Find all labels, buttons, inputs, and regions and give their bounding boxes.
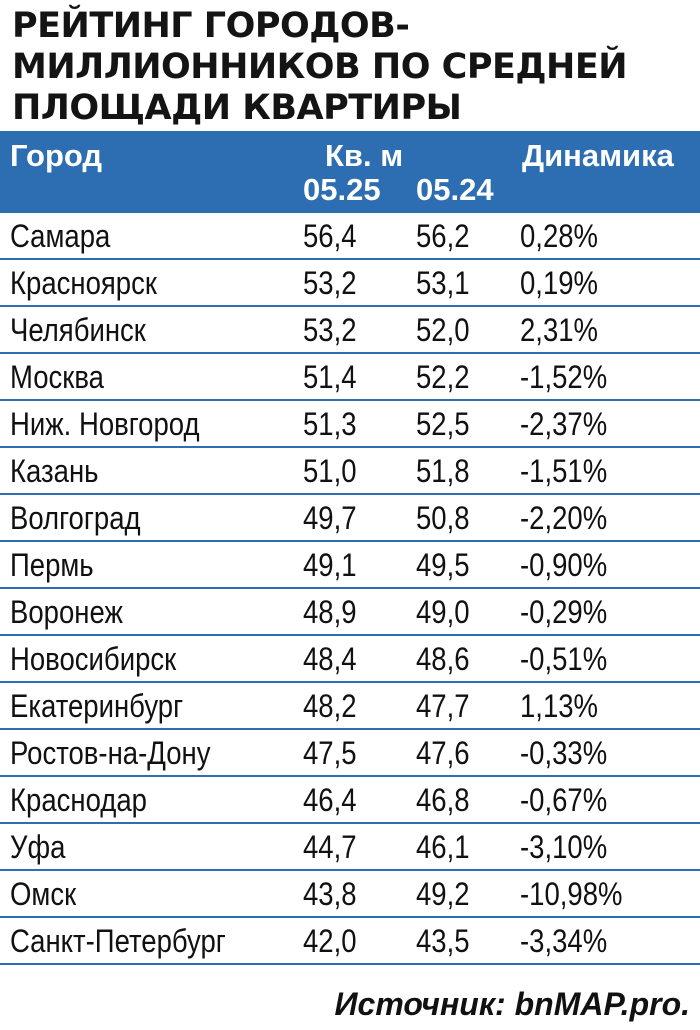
header-dynamics: Динамика [522, 138, 674, 173]
dynamics-cell: -3,34% [520, 923, 608, 959]
value-2024-cell: 52,2 [416, 359, 470, 395]
page-title: РЕЙТИНГ ГОРОДОВ- МИЛЛИОННИКОВ ПО СРЕДНЕЙ… [12, 6, 700, 129]
dynamics-cell: 0,19% [520, 265, 599, 301]
value-2025-cell: 48,9 [303, 594, 357, 630]
city-cell: Новосибирск [10, 641, 177, 677]
value-2024-cell: 49,5 [416, 547, 470, 583]
value-2024-cell: 49,0 [416, 594, 470, 630]
value-2025-cell: 49,7 [303, 500, 357, 536]
city-cell: Ростов-на-Дону [10, 735, 211, 771]
dynamics-cell: 2,31% [520, 312, 599, 348]
city-cell: Челябинск [10, 312, 146, 348]
dynamics-cell: -0,90% [520, 547, 608, 583]
value-2025-cell: 51,3 [303, 406, 357, 442]
city-cell: Воронеж [10, 594, 123, 630]
table-row: Москва 51,4 52,2 -1,52% [0, 354, 700, 401]
dynamics-cell: -3,10% [520, 829, 608, 865]
city-cell: Омск [10, 876, 77, 912]
table-row: Волгоград 49,7 50,8 -2,20% [0, 495, 700, 542]
value-2025-cell: 44,7 [303, 829, 357, 865]
city-cell: Волгоград [10, 500, 141, 536]
value-2024-cell: 43,5 [416, 923, 470, 959]
table-row: Ниж. Новгород 51,3 52,5 -2,37% [0, 401, 700, 448]
table-row: Санкт-Петербург 42,0 43,5 -3,34% [0, 918, 700, 965]
value-2024-cell: 49,2 [416, 876, 470, 912]
table-row: Самара 56,4 56,2 0,28% [0, 213, 700, 260]
source-note: Источник: bnMAP.pro. [334, 986, 691, 1022]
value-2025-cell: 42,0 [303, 923, 357, 959]
city-cell: Ниж. Новгород [10, 406, 200, 442]
value-2025-cell: 46,4 [303, 782, 357, 818]
value-2025-cell: 56,4 [303, 218, 357, 254]
table-row: Красноярск 53,2 53,1 0,19% [0, 260, 700, 307]
value-2025-cell: 48,2 [303, 688, 357, 724]
city-cell: Екатеринбург [10, 688, 184, 724]
value-2025-cell: 51,4 [303, 359, 357, 395]
value-2025-cell: 43,8 [303, 876, 357, 912]
table-row: Краснодар 46,4 46,8 -0,67% [0, 777, 700, 824]
value-2024-cell: 56,2 [416, 218, 470, 254]
value-2025-cell: 48,4 [303, 641, 357, 677]
city-cell: Пермь [10, 547, 94, 583]
table-body: Самара 56,4 56,2 0,28% Красноярск 53,2 53,1 0,1… [0, 213, 700, 965]
value-2024-cell: 53,1 [416, 265, 470, 301]
table-row: Воронеж 48,9 49,0 -0,29% [0, 589, 700, 636]
header-2024: 05.24 [416, 172, 494, 207]
city-cell: Санкт-Петербург [10, 923, 226, 959]
title-line-3: ПЛОЩАДИ КВАРТИРЫ [12, 88, 462, 128]
value-2024-cell: 51,8 [416, 453, 470, 489]
rating-table: Город Кв. м Динамика 05.25 05.24 Самара 5… [0, 131, 700, 965]
header-sqm: Кв. м [325, 138, 404, 173]
value-2024-cell: 47,7 [416, 688, 470, 724]
header-city: Город [10, 138, 103, 173]
table-row: Пермь 49,1 49,5 -0,90% [0, 542, 700, 589]
city-cell: Самара [10, 218, 111, 254]
city-cell: Краснодар [10, 782, 147, 818]
title-line-2: МИЛЛИОННИКОВ ПО СРЕДНЕЙ [12, 47, 628, 87]
table-row: Казань 51,0 51,8 -1,51% [0, 448, 700, 495]
value-2024-cell: 46,8 [416, 782, 470, 818]
dynamics-cell: 0,28% [520, 218, 599, 254]
table-row: Омск 43,8 49,2 -10,98% [0, 871, 700, 918]
dynamics-cell: 1,13% [520, 688, 599, 724]
table-row: Ростов-на-Дону 47,5 47,6 -0,33% [0, 730, 700, 777]
value-2024-cell: 46,1 [416, 829, 470, 865]
dynamics-cell: -1,51% [520, 453, 608, 489]
title-line-1: РЕЙТИНГ ГОРОДОВ- [12, 6, 410, 46]
value-2025-cell: 51,0 [303, 453, 357, 489]
table-row: Уфа 44,7 46,1 -3,10% [0, 824, 700, 871]
dynamics-cell: -0,33% [520, 735, 608, 771]
value-2025-cell: 49,1 [303, 547, 357, 583]
dynamics-cell: -1,52% [520, 359, 608, 395]
dynamics-cell: -10,98% [520, 876, 623, 912]
dynamics-cell: -0,29% [520, 594, 608, 630]
dynamics-cell: -0,51% [520, 641, 608, 677]
city-cell: Красноярск [10, 265, 157, 301]
value-2025-cell: 47,5 [303, 735, 357, 771]
table-row: Новосибирск 48,4 48,6 -0,51% [0, 636, 700, 683]
value-2025-cell: 53,2 [303, 312, 357, 348]
dynamics-cell: -2,37% [520, 406, 608, 442]
value-2024-cell: 48,6 [416, 641, 470, 677]
header-2025: 05.25 [303, 172, 381, 207]
dynamics-cell: -0,67% [520, 782, 608, 818]
value-2024-cell: 52,5 [416, 406, 470, 442]
city-cell: Казань [10, 453, 99, 489]
table-header: Город Кв. м Динамика 05.25 05.24 [0, 131, 700, 213]
value-2024-cell: 52,0 [416, 312, 470, 348]
table-row: Екатеринбург 48,2 47,7 1,13% [0, 683, 700, 730]
value-2024-cell: 50,8 [416, 500, 470, 536]
value-2025-cell: 53,2 [303, 265, 357, 301]
city-cell: Уфа [10, 829, 66, 865]
dynamics-cell: -2,20% [520, 500, 608, 536]
value-2024-cell: 47,6 [416, 735, 470, 771]
city-cell: Москва [10, 359, 104, 395]
table-row: Челябинск 53,2 52,0 2,31% [0, 307, 700, 354]
